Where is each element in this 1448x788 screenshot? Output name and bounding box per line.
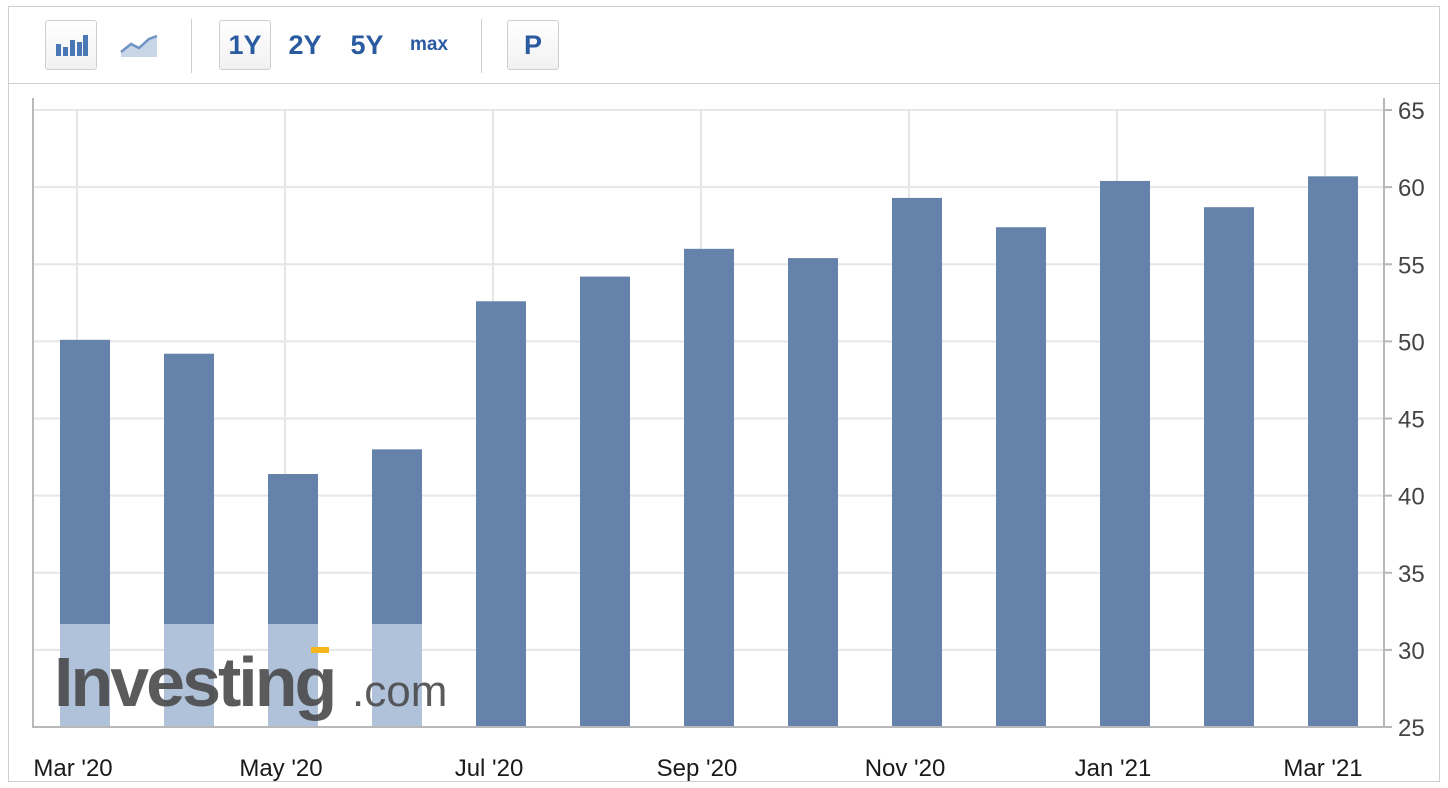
- range-5y-button[interactable]: 5Y: [350, 29, 384, 60]
- x-tick-label: Sep '20: [657, 755, 738, 782]
- y-tick-label: 65: [1398, 98, 1425, 125]
- bar[interactable]: [476, 301, 526, 727]
- investing-watermark: Investing .com: [54, 643, 447, 721]
- y-tick-label: 25: [1398, 715, 1425, 742]
- watermark-brand: Investing: [54, 643, 334, 721]
- x-tick-label: Nov '20: [865, 755, 946, 782]
- bar[interactable]: [892, 197, 942, 728]
- p-button[interactable]: P: [507, 20, 559, 70]
- watermark-suffix: .com: [352, 667, 447, 716]
- bar-watermark-overlap: [268, 624, 318, 727]
- bar-watermark-overlap: [60, 624, 110, 727]
- x-axis-ticks: Mar '20 May '20 Jul '20 Sep '20 Nov '20 Jan '…: [33, 755, 1362, 782]
- bar-watermark-overlap: [164, 624, 214, 727]
- chart-frame: 1Y 2Y 5Y max P: [8, 6, 1440, 782]
- x-tick-label: Jul '20: [455, 755, 524, 782]
- y-tick-label: 30: [1398, 638, 1425, 665]
- bar[interactable]: [1308, 176, 1358, 727]
- y-tick-label: 45: [1398, 407, 1425, 434]
- bar[interactable]: [1204, 207, 1254, 728]
- bar[interactable]: [1100, 180, 1150, 727]
- plot-border: [32, 98, 1385, 728]
- x-tick-label: Mar '21: [1283, 755, 1362, 782]
- x-tick-label: Jan '21: [1075, 755, 1152, 782]
- toolbar-separator: [481, 19, 482, 73]
- bar-watermark-overlap: [372, 624, 422, 727]
- chart-toolbar: 1Y 2Y 5Y max P: [9, 7, 1439, 84]
- y-tick-label: 40: [1398, 484, 1425, 511]
- bars: [60, 176, 1358, 728]
- bar[interactable]: [580, 276, 630, 727]
- line-chart-icon: [120, 34, 158, 57]
- x-tick-label: May '20: [239, 755, 322, 782]
- range-2y-button[interactable]: 2Y: [288, 29, 322, 60]
- y-tick-label: 55: [1398, 252, 1425, 279]
- range-max-button[interactable]: max: [409, 34, 449, 55]
- y-tick-label: 60: [1398, 175, 1425, 202]
- bar[interactable]: [684, 248, 734, 727]
- bar[interactable]: [788, 258, 838, 727]
- y-tick-label: 35: [1398, 561, 1425, 588]
- y-tick-label: 50: [1398, 329, 1425, 356]
- watermark-accent: [311, 647, 329, 653]
- bar-chart-button[interactable]: [45, 20, 97, 70]
- line-chart-button[interactable]: [113, 20, 165, 70]
- range-1y-button[interactable]: 1Y: [219, 20, 271, 70]
- toolbar-separator: [191, 19, 192, 73]
- bar[interactable]: [996, 227, 1046, 728]
- bar-chart-icon: [56, 35, 88, 56]
- x-tick-label: Mar '20: [33, 755, 112, 782]
- y-axis-ticks: 25 30 35 40 45 50 55 60 65: [1384, 98, 1425, 742]
